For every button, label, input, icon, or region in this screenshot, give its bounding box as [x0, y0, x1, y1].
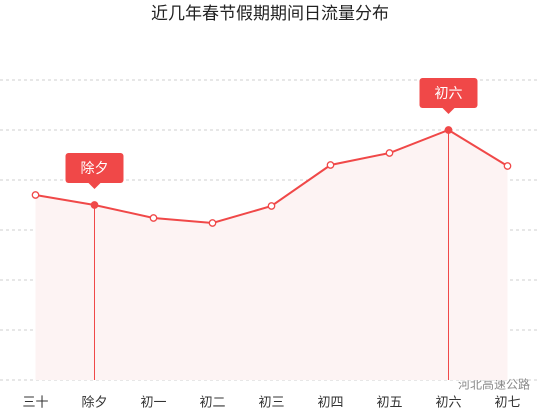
annotation-label: 初六: [435, 85, 463, 102]
annotation-pointer: [88, 183, 101, 189]
x-tick-label: 三十: [22, 396, 48, 410]
area: [35, 130, 508, 380]
x-tick-label: 初七: [494, 396, 520, 410]
x-tick-label: 初六: [435, 396, 461, 410]
point: [149, 214, 158, 222]
x-tick-label: 初五: [376, 396, 402, 410]
annotation-box: [65, 153, 124, 183]
annotation-pointer: [442, 108, 455, 114]
point: [503, 162, 512, 170]
point: [31, 191, 40, 199]
point: [385, 149, 394, 157]
point: [267, 202, 276, 210]
x-tick-label: 除夕: [81, 396, 107, 410]
x-tick-label: 初二: [199, 396, 225, 410]
chart-title: 近几年春节假期期间日流量分布: [151, 4, 389, 24]
point: [208, 219, 217, 227]
point: [326, 161, 335, 169]
annotation-box: [419, 78, 478, 108]
x-tick-label: 初三: [258, 396, 284, 410]
point: [444, 126, 453, 134]
annotation-label: 除夕: [81, 161, 109, 177]
x-tick-label: 初一: [140, 396, 166, 410]
point: [90, 201, 99, 209]
x-tick-label: 初四: [317, 396, 343, 410]
